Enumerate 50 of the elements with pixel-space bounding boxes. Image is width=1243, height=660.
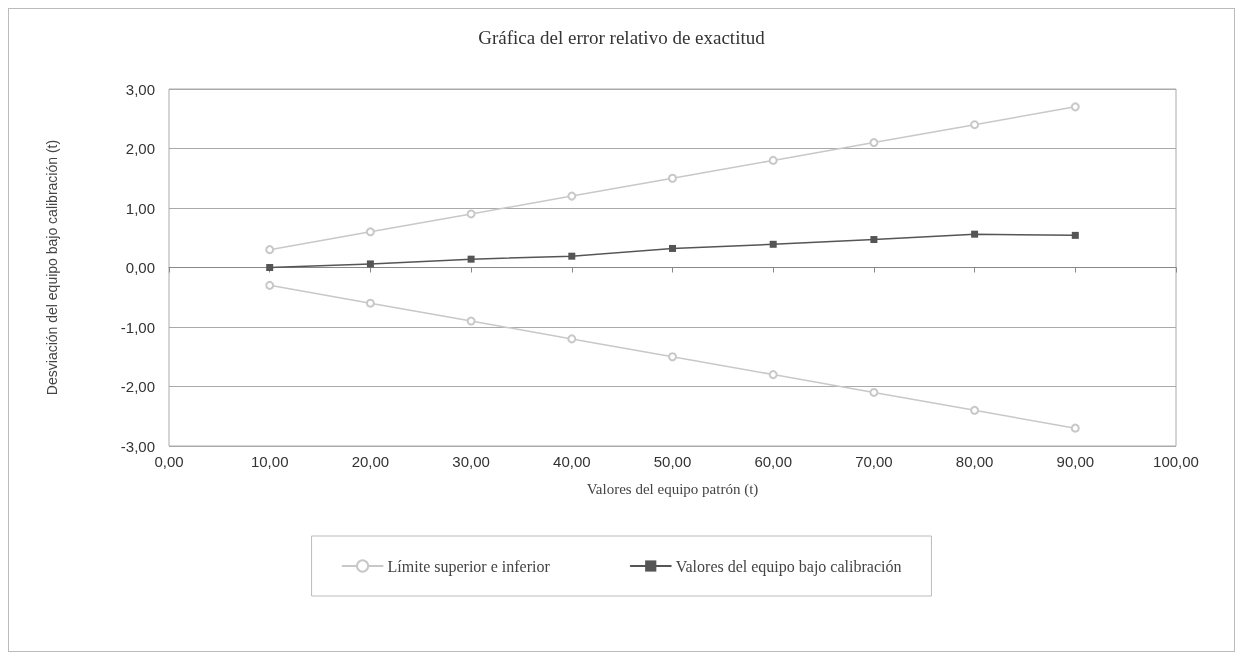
point bbox=[971, 230, 979, 238]
x-tick-label: 100,00 bbox=[1153, 453, 1199, 470]
point bbox=[669, 244, 676, 252]
x-tick-label: 30,00 bbox=[452, 453, 490, 470]
point bbox=[1070, 423, 1080, 433]
y-tick-label: 1,00 bbox=[125, 199, 155, 217]
y-tick-label: 0,00 bbox=[125, 259, 155, 276]
point bbox=[366, 260, 374, 268]
point bbox=[568, 252, 576, 260]
point bbox=[869, 387, 879, 397]
y-tick-label: -3,00 bbox=[120, 437, 155, 455]
y-tick-label: -1,00 bbox=[120, 318, 155, 336]
point bbox=[668, 352, 677, 362]
point bbox=[466, 316, 476, 326]
point bbox=[265, 245, 275, 255]
x-tick-label: 20,00 bbox=[351, 453, 390, 470]
x-tick-label: 70,00 bbox=[855, 453, 893, 470]
y-tick-label: 3,00 bbox=[125, 80, 155, 98]
point bbox=[869, 138, 879, 148]
y-axis-title: Desviación del equipo bajo calibración (t) bbox=[44, 139, 60, 396]
x-tick-label: 90,00 bbox=[1056, 453, 1095, 470]
point bbox=[970, 405, 980, 415]
point bbox=[769, 240, 777, 248]
legend-label: Valores del equipo bajo calibración bbox=[675, 557, 902, 576]
x-tick-label: 80,00 bbox=[955, 453, 994, 470]
legend-label: Límite superior e inferior bbox=[387, 557, 551, 576]
point bbox=[970, 120, 980, 130]
point bbox=[768, 155, 778, 165]
point bbox=[266, 264, 274, 271]
chart-title: Gráfica del error relativo de exactitud bbox=[478, 27, 766, 48]
x-tick-label: 50,00 bbox=[653, 453, 692, 470]
y-tick-label: -2,00 bbox=[120, 378, 155, 395]
point bbox=[1071, 231, 1079, 239]
point bbox=[467, 255, 475, 263]
point bbox=[567, 191, 577, 201]
x-tick-label: 40,00 bbox=[553, 453, 591, 470]
x-tick-label: 0,00 bbox=[154, 453, 184, 470]
point bbox=[870, 236, 878, 244]
point bbox=[668, 173, 677, 183]
point bbox=[768, 370, 778, 380]
point bbox=[1070, 102, 1080, 112]
y-tick-label: 2,00 bbox=[125, 140, 155, 157]
x-tick-label: 60,00 bbox=[754, 453, 792, 470]
point bbox=[567, 334, 577, 344]
point bbox=[365, 227, 375, 237]
point bbox=[365, 298, 375, 308]
point bbox=[265, 280, 275, 290]
x-tick-label: 10,00 bbox=[250, 453, 289, 470]
point bbox=[466, 209, 476, 219]
x-axis-title: Valores del equipo patrón (t) bbox=[586, 480, 759, 498]
